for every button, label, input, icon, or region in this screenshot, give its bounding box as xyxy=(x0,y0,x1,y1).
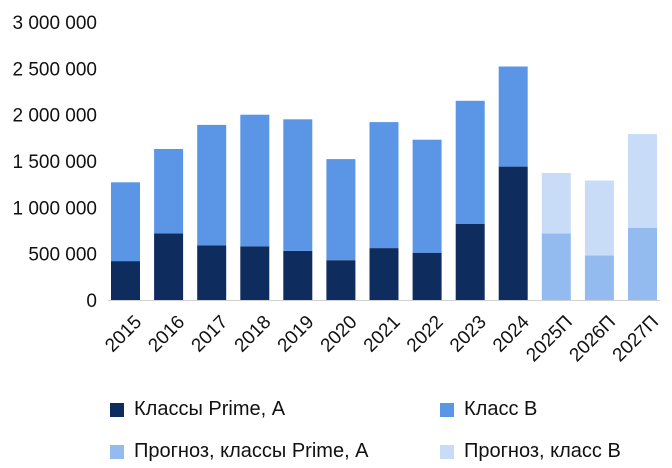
legend-item: Класс B xyxy=(440,398,537,421)
y-axis-tick-labels: 0 500 000 1 000 000 1 500 000 2 000 000 2 500… xyxy=(12,13,97,312)
x-tick-label: 2027П xyxy=(609,312,663,366)
bar-segment xyxy=(326,260,356,300)
bar-segment xyxy=(541,173,571,234)
legend-swatch xyxy=(110,402,124,417)
x-tick-label: 2023 xyxy=(446,312,491,357)
y-tick-label: 2 000 000 xyxy=(12,106,97,127)
bar-segment xyxy=(584,180,614,256)
legend-swatch xyxy=(440,402,454,417)
bar-segment xyxy=(111,182,140,262)
bar-segment xyxy=(197,124,227,246)
y-tick-label: 3 000 000 xyxy=(12,13,97,34)
bar-segment xyxy=(412,252,442,300)
bar-segment xyxy=(283,250,313,300)
x-tick-label: 2019 xyxy=(274,312,319,357)
x-tick-label: 2020 xyxy=(317,312,362,357)
bar-segment xyxy=(326,159,356,261)
x-axis-tick-labels: 2015201620172018201920202021202220232024… xyxy=(101,311,663,366)
x-tick-label: 2025П xyxy=(522,312,576,366)
legend-label: Прогноз, классы Prime, А xyxy=(134,440,369,462)
legend-item: Прогноз, класс B xyxy=(440,440,621,463)
bar-segment xyxy=(455,100,485,224)
x-tick-label: 2016 xyxy=(144,312,189,357)
bar-segment xyxy=(154,233,184,300)
bar-segment xyxy=(240,246,270,300)
bar-segment xyxy=(412,139,442,253)
x-tick-label: 2022 xyxy=(403,312,448,357)
legend-item: Классы Prime, А xyxy=(110,398,285,421)
y-tick-label: 2 500 000 xyxy=(12,59,97,80)
x-tick-label: 2026П xyxy=(566,312,620,366)
legend-label: Классы Prime, А xyxy=(134,398,286,420)
bar-segment xyxy=(240,114,270,247)
bar-segment xyxy=(584,255,614,300)
bar-segment xyxy=(455,224,485,300)
bar-segment xyxy=(369,122,399,249)
y-tick-label: 1 000 000 xyxy=(12,198,97,219)
bar-segment xyxy=(197,245,227,300)
y-tick-label: 1 500 000 xyxy=(12,152,97,173)
x-tick-label: 2021 xyxy=(360,312,405,357)
legend-swatch xyxy=(110,444,124,459)
bar-segment xyxy=(541,233,571,300)
stacked-bar-chart: 0 500 000 1 000 000 1 500 000 2 000 000 2 500… xyxy=(12,13,663,366)
bar-segment xyxy=(369,248,399,300)
bar-segment xyxy=(498,66,528,167)
legend-item: Прогноз, классы Prime, А xyxy=(110,440,369,463)
bar-segment xyxy=(283,119,313,251)
bars xyxy=(111,66,657,300)
bar-segment xyxy=(154,149,184,234)
legend-swatch xyxy=(440,444,454,459)
y-tick-label: 0 xyxy=(86,291,97,312)
legend-label: Прогноз, класс B xyxy=(464,440,621,462)
y-tick-label: 500 000 xyxy=(28,245,97,266)
bar-segment xyxy=(628,227,657,300)
bar-segment xyxy=(498,166,528,300)
x-tick-label: 2018 xyxy=(231,312,276,357)
legend: Классы Prime, А Класс B Прогноз, классы … xyxy=(0,380,672,468)
bar-segment xyxy=(111,261,140,300)
x-tick-label: 2017 xyxy=(188,312,233,357)
x-tick-label: 2015 xyxy=(101,312,146,357)
legend-label: Класс B xyxy=(464,398,538,420)
bar-segment xyxy=(628,134,657,228)
